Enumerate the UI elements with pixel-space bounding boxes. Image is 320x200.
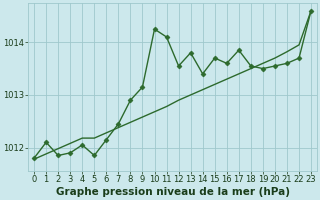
X-axis label: Graphe pression niveau de la mer (hPa): Graphe pression niveau de la mer (hPa) (56, 187, 290, 197)
